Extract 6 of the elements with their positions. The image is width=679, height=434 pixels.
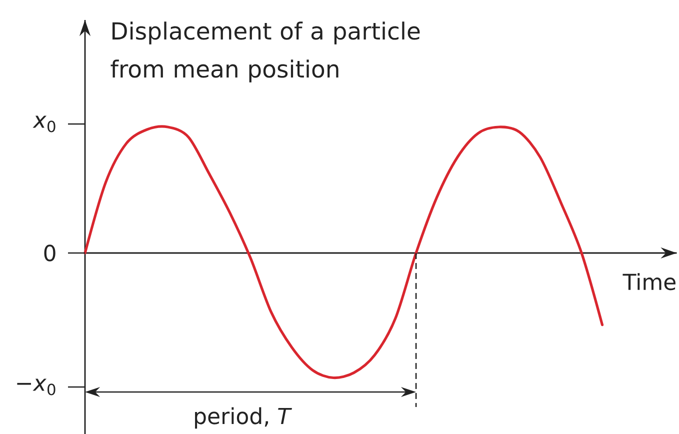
text: 0 xyxy=(44,244,56,262)
text: period, T xyxy=(195,407,292,429)
y-axis-title: Displacement of a particle from mean position xyxy=(110,22,420,82)
text: −x$_{0}$ xyxy=(17,378,56,396)
x-axis-title: Time xyxy=(622,273,676,290)
text: x$_{0}$ xyxy=(32,116,56,132)
